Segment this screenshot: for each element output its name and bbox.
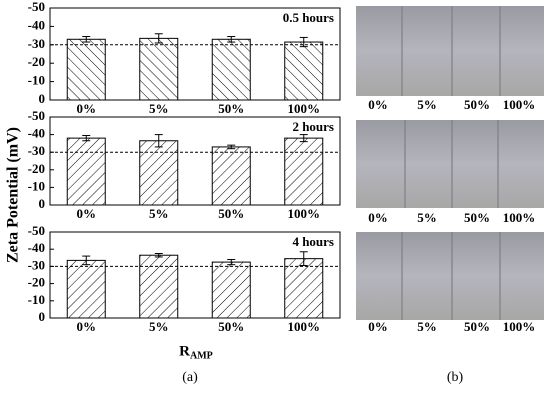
photo [356, 6, 544, 96]
x-tick-label: 50% [218, 101, 244, 116]
x-tick-label: 0% [77, 206, 97, 221]
photo-label: 0% [368, 319, 388, 334]
error-bar [227, 36, 236, 43]
y-tick-label: -40 [28, 17, 45, 32]
error-bar [299, 251, 308, 267]
error-bar [227, 144, 236, 150]
x-tick-label: 0% [77, 319, 97, 334]
photo [356, 120, 544, 208]
annotation: 0.5 hours [283, 10, 334, 25]
error-bar [82, 134, 91, 142]
y-tick-label: -30 [28, 36, 45, 51]
x-axis-label-sub: AMP [190, 350, 213, 361]
bar [284, 137, 324, 206]
x-tick-label: 50% [218, 319, 244, 334]
y-tick-label: -40 [28, 240, 45, 255]
bar [139, 254, 179, 319]
error-bar [82, 36, 91, 43]
photo-label: 5% [417, 97, 437, 112]
bar [211, 38, 251, 101]
photo-label: 50% [464, 97, 490, 112]
y-tick-label: -30 [28, 257, 45, 272]
photo-label: 100% [503, 319, 536, 334]
y-tick-label: -20 [28, 275, 45, 290]
photo [356, 232, 544, 320]
photo-label: 100% [503, 97, 536, 112]
photo-label: 0% [368, 210, 388, 225]
bar [139, 140, 179, 206]
annotation: 4 hours [292, 234, 334, 249]
x-tick-label: 5% [149, 319, 169, 334]
bar [211, 146, 251, 206]
bar [284, 258, 324, 319]
x-axis-label: R [179, 343, 190, 359]
panel-label: (a) [182, 370, 198, 385]
bar [139, 37, 179, 101]
bar [66, 259, 106, 319]
x-tick-label: 5% [149, 206, 169, 221]
photo-label: 0% [368, 97, 388, 112]
bar [284, 41, 324, 101]
error-bar [82, 255, 91, 266]
y-tick-label: -30 [28, 143, 45, 158]
error-bar [154, 253, 163, 258]
annotation: 2 hours [292, 119, 334, 134]
x-tick-label: 100% [288, 319, 321, 334]
x-tick-label: 0% [77, 101, 97, 116]
y-tick-label: 0 [39, 309, 46, 324]
x-tick-label: 50% [218, 206, 244, 221]
panel-label: (b) [447, 370, 464, 385]
plot-frame [49, 7, 341, 101]
y-tick-label: -50 [28, 223, 45, 238]
x-tick-label: 100% [288, 101, 321, 116]
photo-label: 5% [417, 210, 437, 225]
bar [211, 261, 251, 319]
error-bar [227, 259, 236, 266]
y-tick-label: -40 [28, 126, 45, 141]
y-tick-label: -50 [28, 108, 45, 123]
y-tick-label: 0 [39, 196, 46, 211]
plot-frame [49, 116, 341, 206]
photo-label: 5% [417, 319, 437, 334]
y-tick-label: -10 [28, 292, 45, 307]
bar [66, 137, 106, 206]
x-tick-label: 100% [288, 206, 321, 221]
y-tick-label: 0 [39, 91, 46, 106]
y-tick-label: -10 [28, 178, 45, 193]
y-axis-label: Zeta Potential (mV) [5, 127, 22, 263]
bar [66, 38, 106, 101]
photo-label: 50% [464, 210, 490, 225]
plot-frame [49, 231, 341, 319]
x-tick-label: 5% [149, 101, 169, 116]
photo-label: 100% [503, 210, 536, 225]
error-bar [299, 134, 308, 143]
error-bar [299, 36, 308, 48]
photos [356, 6, 544, 320]
y-tick-label: -20 [28, 54, 45, 69]
error-bar [154, 33, 163, 44]
y-tick-label: -10 [28, 73, 45, 88]
photo-label: 50% [464, 319, 490, 334]
y-tick-label: -20 [28, 161, 45, 176]
error-bar [154, 134, 163, 148]
y-tick-label: -50 [28, 0, 45, 14]
